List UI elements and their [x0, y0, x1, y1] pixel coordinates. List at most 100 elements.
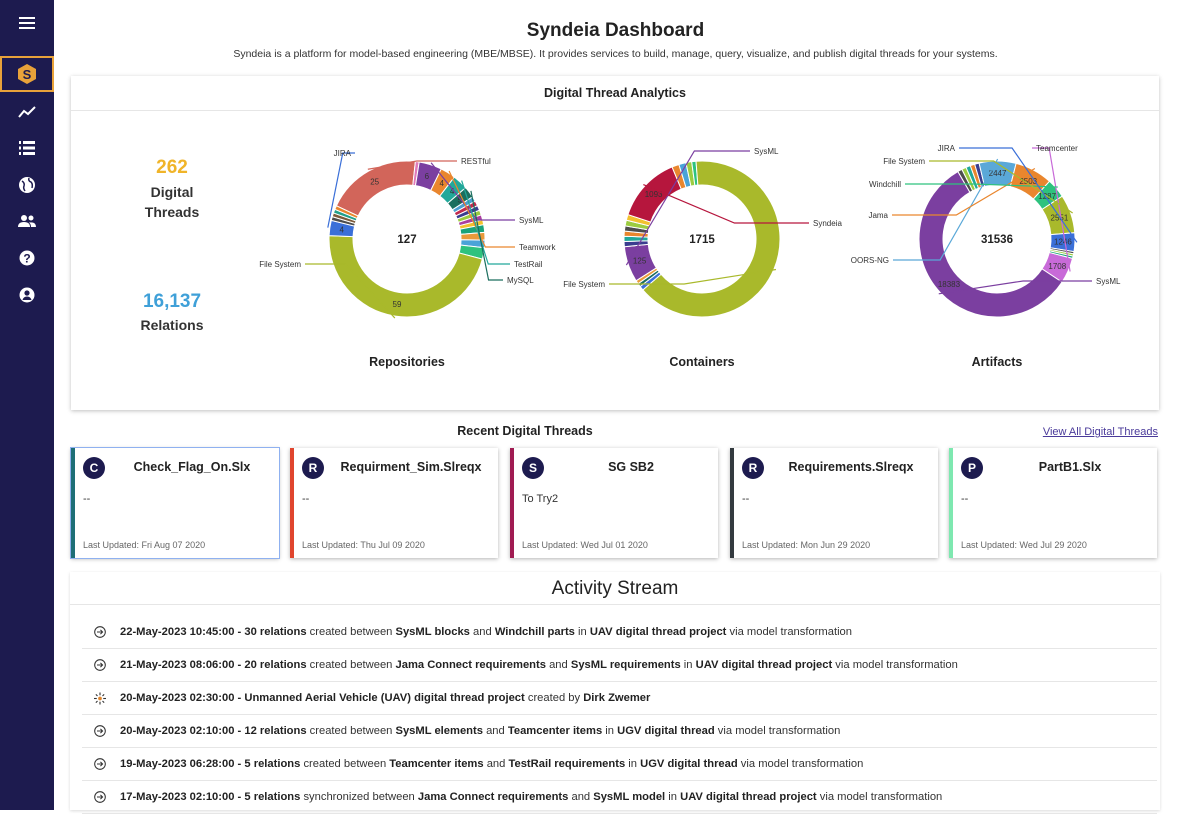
slice-value-label: 1246 [1054, 238, 1072, 247]
thread-updated: Last Updated: Thu Jul 09 2020 [302, 540, 425, 550]
activity-emphasis: Dirk Zwemer [583, 692, 651, 704]
callout-label: OORS-NG [851, 256, 889, 265]
thread-updated: Last Updated: Wed Jul 29 2020 [961, 540, 1087, 550]
activity-connector: via model transformation [737, 758, 864, 770]
thread-description: -- [742, 493, 750, 505]
callout-label: MySQL [507, 276, 534, 285]
activity-emphasis: SysML model [593, 791, 666, 803]
activity-connector: and [469, 626, 495, 638]
slice-value-label: 5 [457, 195, 462, 204]
activity-connector: and [483, 758, 509, 770]
activity-connector: created between [306, 659, 396, 671]
callout-line [609, 268, 777, 285]
activity-text: 19-May-2023 06:28:00 - 5 relations creat… [120, 758, 863, 770]
thread-card[interactable]: R Requirements.Slreqx -- Last Updated: M… [730, 448, 938, 558]
slice-value-label: 2503 [1019, 177, 1037, 186]
donut-slice[interactable] [642, 160, 781, 318]
slice-value-label: 25 [370, 177, 379, 186]
callout-line [461, 180, 510, 265]
activity-row: 17-May-2023 02:10:00 - 5 relations synch… [82, 781, 1157, 814]
slice-value-label: 18383 [938, 280, 961, 289]
arrow-circle-icon [82, 625, 106, 639]
globe-icon[interactable] [0, 168, 54, 202]
activity-emphasis: UAV digital thread project [695, 659, 833, 671]
page-subtitle: Syndeia is a platform for model-based en… [233, 48, 998, 60]
slice-value-label: 125 [633, 257, 647, 266]
thread-updated: Last Updated: Fri Aug 07 2020 [83, 540, 206, 550]
activity-text: 22-May-2023 10:45:00 - 30 relations crea… [120, 626, 852, 638]
callout-label: SysML [519, 216, 544, 225]
thread-card[interactable]: P PartB1.Slx -- Last Updated: Wed Jul 29… [949, 448, 1157, 558]
activity-connector: created between [306, 725, 396, 737]
callout-line [905, 183, 1058, 188]
thread-card[interactable]: C Check_Flag_On.Slx -- Last Updated: Fri… [70, 447, 280, 559]
slice-value-label: 1708 [1048, 262, 1066, 271]
hamburger-menu-icon[interactable] [0, 6, 54, 40]
donut-slice[interactable] [328, 235, 483, 318]
page-title: Syndeia Dashboard [526, 20, 705, 41]
slice-value-label: 6 [425, 172, 430, 181]
activity-connector: via model transformation [726, 626, 852, 638]
activity-connector: in [625, 758, 641, 770]
activity-connector: in [574, 626, 590, 638]
recent-threads-title: Recent Digital Threads [457, 424, 593, 438]
activity-row: 19-May-2023 06:28:00 - 5 relations creat… [82, 748, 1157, 781]
callout-label: Teamwork [519, 243, 556, 252]
activity-connector: synchronized between [300, 791, 418, 803]
donut-slice[interactable] [635, 267, 659, 285]
activity-emphasis: Windchill parts [494, 626, 575, 638]
callout-label: Jama [868, 211, 888, 220]
chart-title-containers: Containers [669, 355, 735, 369]
activity-emphasis: 19-May-2023 06:28:00 - 5 relations [120, 758, 301, 770]
divider [70, 604, 1160, 605]
arrow-circle-icon [82, 724, 106, 738]
callout-line [367, 160, 457, 170]
callout-line [305, 263, 396, 319]
slice-value-label: 59 [393, 300, 402, 309]
sparkle-icon [82, 692, 106, 705]
analytics-trend-icon[interactable] [0, 95, 54, 129]
activity-emphasis: 22-May-2023 10:45:00 - 30 relations [120, 626, 307, 638]
relations-label: Relations [140, 317, 204, 333]
list-icon[interactable] [0, 131, 54, 165]
activity-connector: in [665, 791, 681, 803]
thread-name: Check_Flag_On.Slx [133, 460, 251, 474]
thread-name: Requirment_Sim.Slreqx [340, 460, 482, 474]
help-icon[interactable]: ? [0, 241, 54, 275]
activity-text: 20-May-2023 02:10:00 - 12 relations crea… [120, 725, 840, 737]
avatar: R [302, 457, 324, 479]
activity-connector: in [680, 659, 696, 671]
activity-row: 20-May-2023 02:30:00 - Unmanned Aerial V… [82, 682, 1157, 715]
callout-line [938, 280, 1092, 295]
callout-label: Syndeia [813, 219, 842, 228]
slice-value-label: 2447 [989, 169, 1007, 178]
donut-slice[interactable] [335, 160, 416, 217]
thread-updated: Last Updated: Mon Jun 29 2020 [742, 540, 871, 550]
arrow-circle-icon [82, 757, 106, 771]
activity-emphasis: Jama Connect requirements [417, 791, 569, 803]
slice-value-label: 4 [339, 226, 344, 235]
activity-connector: via model transformation [832, 659, 958, 671]
activity-emphasis: TestRail requirements [508, 758, 626, 770]
syndeia-logo-icon[interactable]: S [0, 56, 54, 92]
donut-slice[interactable] [918, 170, 1063, 318]
activity-emphasis: SysML blocks [395, 626, 470, 638]
thread-card[interactable]: R Requirment_Sim.Slreqx -- Last Updated:… [290, 448, 498, 558]
avatar: S [522, 457, 544, 479]
thread-updated: Last Updated: Wed Jul 01 2020 [522, 540, 648, 550]
arrow-circle-icon [82, 658, 106, 672]
thread-card[interactable]: S SG SB2 To Try2 Last Updated: Wed Jul 0… [510, 448, 718, 558]
activity-connector: created by [524, 692, 584, 704]
donut-center-label: 31536 [981, 234, 1013, 246]
view-all-threads-link[interactable]: View All Digital Threads [1042, 426, 1158, 438]
account-icon[interactable] [0, 278, 54, 312]
activity-emphasis: UGV digital thread [617, 725, 715, 737]
users-icon[interactable] [0, 204, 54, 238]
callout-label: RESTful [461, 157, 491, 166]
callout-line [959, 147, 1078, 243]
callout-label: SysML [1096, 277, 1121, 286]
chart-title-repositories: Repositories [369, 355, 445, 369]
arrow-circle-icon [82, 790, 106, 804]
activity-connector: created between [300, 758, 390, 770]
donut-slice[interactable] [334, 205, 359, 220]
